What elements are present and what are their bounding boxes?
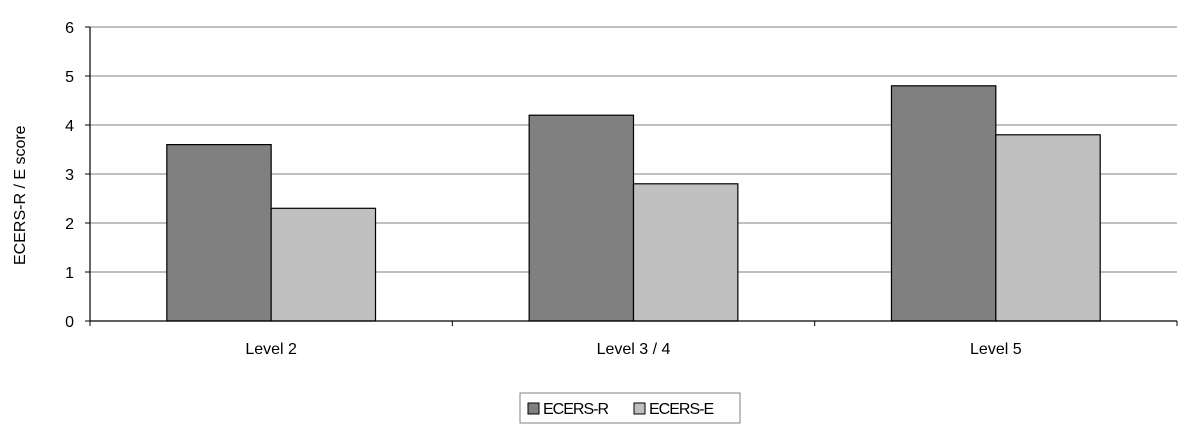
bar-ecers-r	[890, 85, 997, 322]
bar-ecers-e	[995, 134, 1101, 322]
legend-label: ECERS-E	[649, 401, 713, 418]
x-tick-label: Level 5	[970, 341, 1022, 358]
legend-swatch	[633, 402, 646, 415]
bars	[166, 85, 1101, 322]
axes	[85, 26, 1178, 326]
x-tick-label: Level 2	[245, 341, 297, 358]
y-tick-label: 2	[65, 216, 74, 233]
bar-ecers-e	[270, 207, 377, 322]
y-tick-label: 5	[65, 69, 74, 86]
y-axis-title: ECERS-R / E score	[12, 125, 29, 265]
y-tick-label: 0	[65, 314, 74, 331]
labels: 0 1 2 3 4 5 6 Level 2 Level 3 / 4 Level 5	[65, 20, 1022, 358]
legend: ECERS-R ECERS-E	[519, 392, 741, 424]
y-tick-label: 4	[65, 118, 74, 135]
legend-swatch	[527, 402, 540, 415]
legend-box	[519, 392, 741, 424]
bar-ecers-r	[528, 114, 635, 322]
bar-ecers-e	[632, 183, 739, 322]
legend-label: ECERS-R	[543, 401, 608, 418]
y-tick-label: 6	[65, 20, 74, 37]
y-tick-label: 3	[65, 167, 74, 184]
x-tick-label: Level 3 / 4	[597, 341, 671, 358]
y-tick-label: 1	[65, 265, 74, 282]
bar-ecers-r	[166, 144, 272, 322]
